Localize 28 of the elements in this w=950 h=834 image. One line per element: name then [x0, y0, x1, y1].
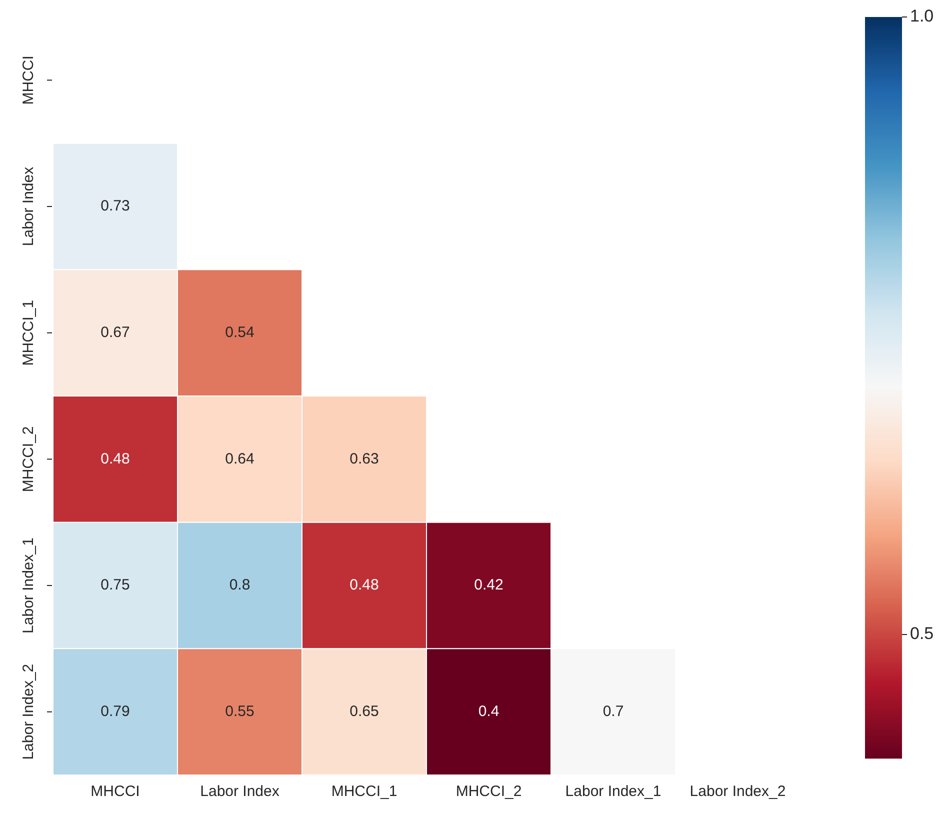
data-label: 0.79: [100, 702, 130, 720]
x-tick-label: MHCCI: [90, 783, 140, 800]
x-tick-label: Labor Index_2: [690, 783, 786, 800]
data-label: 0.48: [350, 576, 379, 594]
data-label: 0.65: [350, 702, 379, 720]
x-tick-label: Labor Index: [200, 783, 280, 800]
y-tick-label: MHCCI: [20, 56, 38, 105]
y-tick-label: Labor Index_1: [20, 538, 38, 634]
data-label: 0.67: [100, 324, 130, 341]
x-tick-label: MHCCI_2: [456, 783, 522, 800]
data-label: 0.55: [225, 702, 254, 720]
color-bar-label: 1.0: [910, 6, 934, 26]
data-label: 0.63: [350, 450, 379, 468]
x-tick-label: Labor Index_1: [565, 783, 662, 800]
y-tick-label: MHCCI_1: [20, 300, 38, 366]
color-bar-label: 0.5: [910, 624, 934, 644]
data-label: 0.7: [602, 702, 624, 720]
y-tick-label: MHCCI_2: [20, 426, 38, 492]
data-label: 0.64: [225, 450, 254, 468]
data-label: 0.4: [478, 702, 500, 720]
data-label: 0.73: [100, 198, 130, 215]
y-tick-label: Labor Index: [20, 166, 38, 246]
data-label: 0.42: [474, 576, 504, 594]
data-label: 0.54: [225, 324, 254, 341]
data-label: 0.8: [229, 576, 250, 594]
data-label: 0.75: [100, 576, 130, 594]
x-tick-label: MHCCI_1: [331, 783, 398, 800]
data-label: 0.48: [100, 450, 130, 468]
